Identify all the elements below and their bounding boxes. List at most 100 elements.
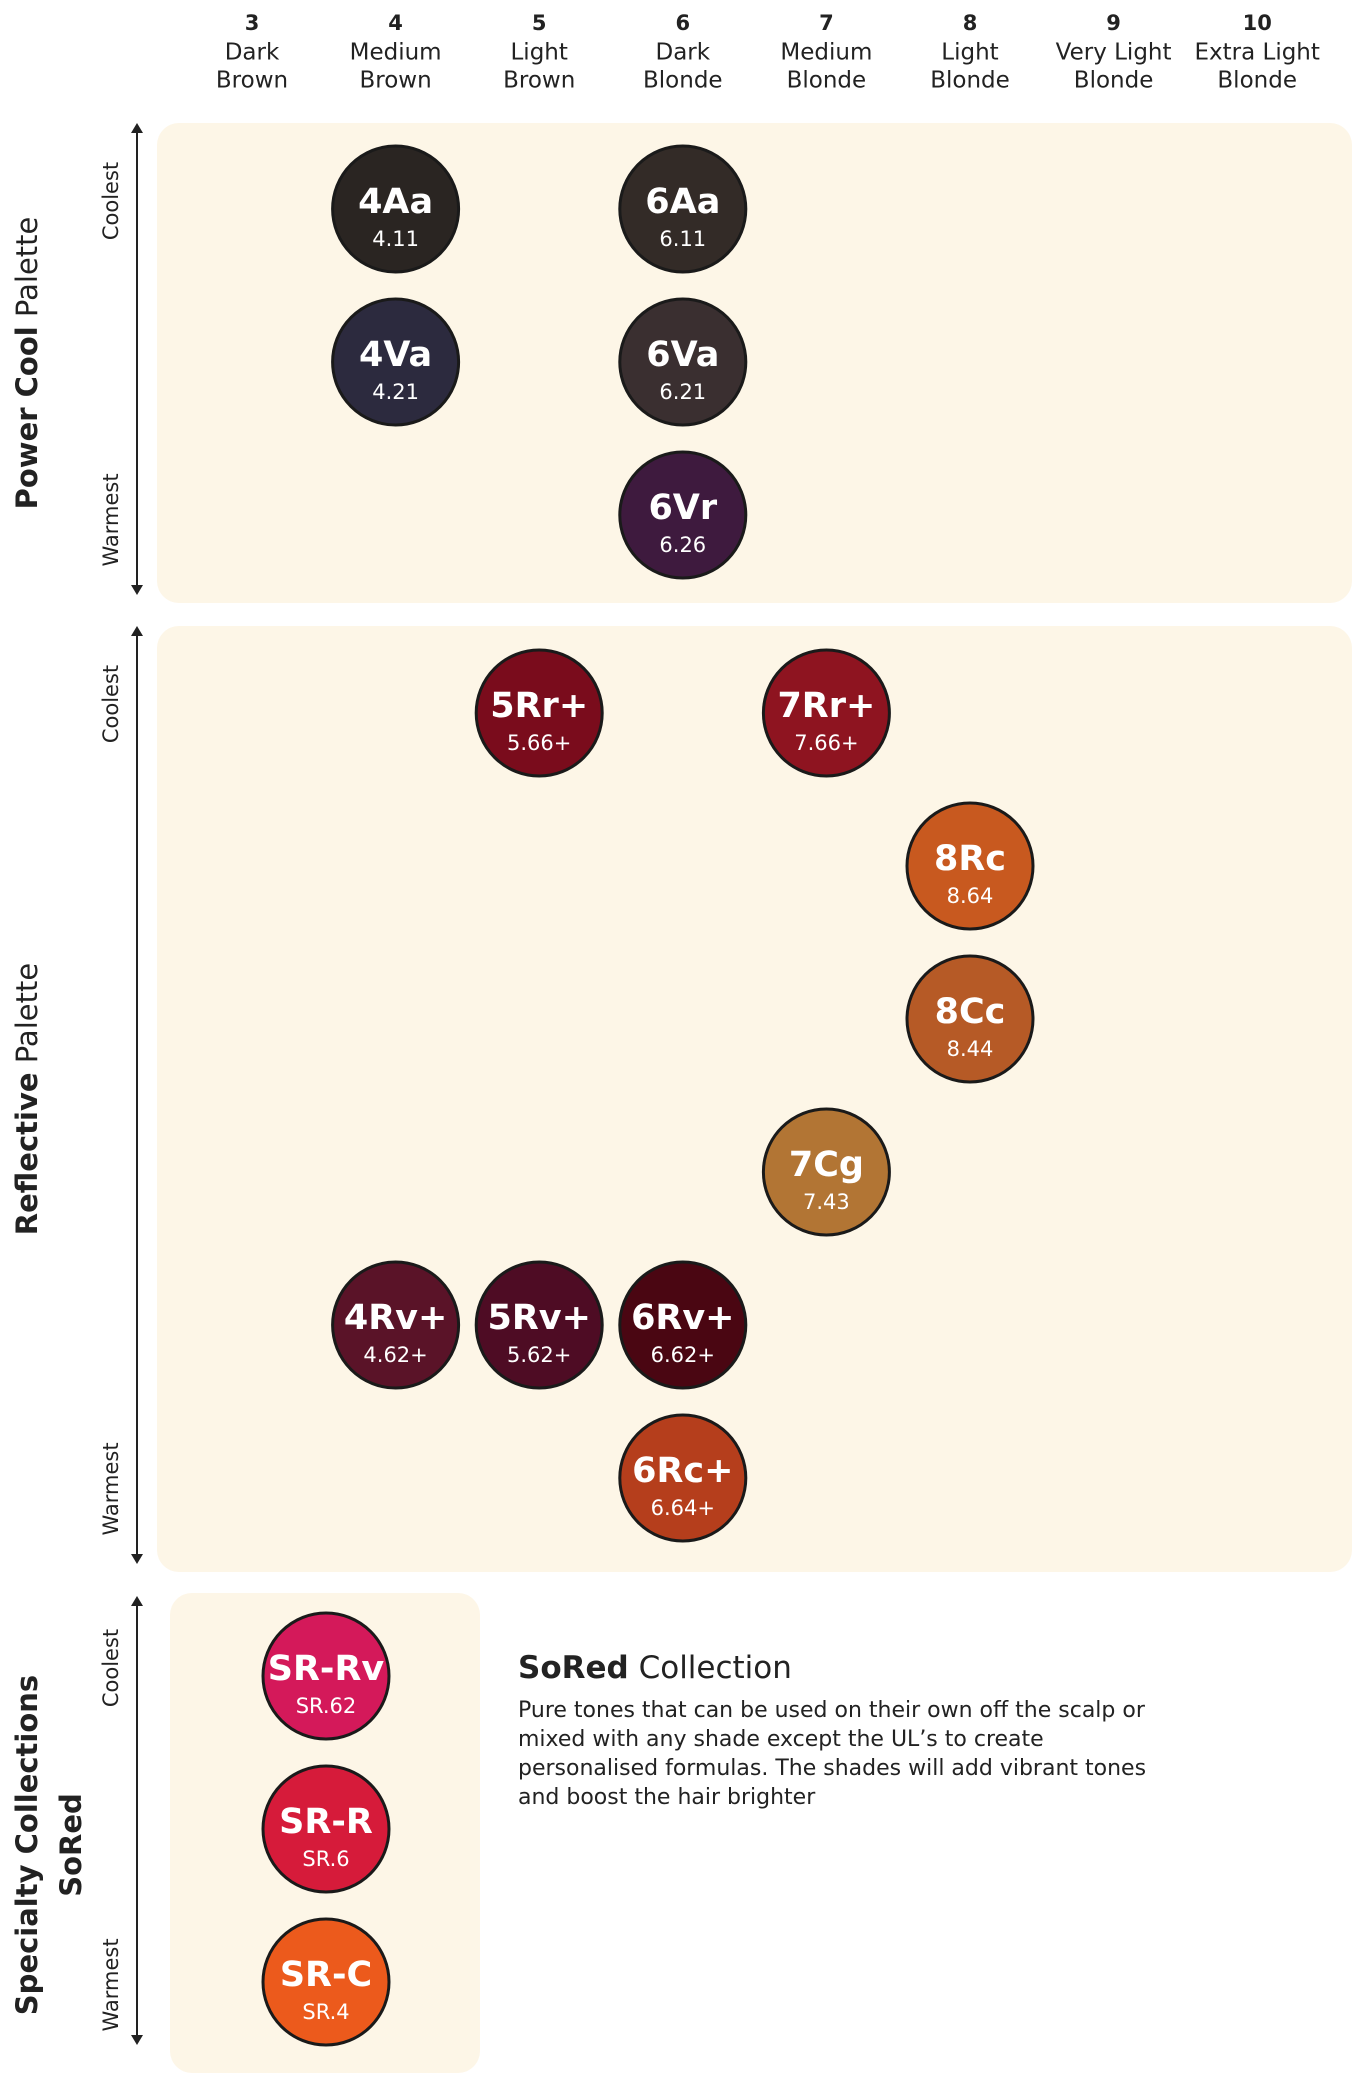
column-name: Extra Light: [1194, 40, 1319, 66]
description: SoRed Collection Pure tones that can be …: [518, 1650, 1148, 1812]
description-title-bold: SoRed: [518, 1650, 629, 1686]
bottom-label: Warmest: [99, 473, 123, 566]
swatch-circle: [474, 648, 604, 778]
column-name: Light: [941, 40, 998, 66]
swatch-number: 8.44: [947, 1037, 994, 1061]
arrow-head: [131, 1596, 143, 1606]
swatch-code: 5Rr+: [490, 686, 588, 726]
column-name: Blonde: [643, 68, 723, 94]
swatch-circle: [761, 648, 891, 778]
swatch: 8Rc 8.64: [905, 801, 1035, 931]
swatch-circle: [474, 1260, 604, 1390]
swatch-code: 4Aa: [358, 182, 433, 222]
swatch-circle: [618, 1413, 748, 1543]
swatch-number: SR.4: [302, 2000, 349, 2024]
description-text: Pure tones that can be used on their own…: [518, 1698, 1147, 1810]
swatch: SR-C SR.4: [261, 1917, 391, 2047]
swatch-number: 6.11: [659, 227, 706, 251]
swatch: SR-Rv SR.62: [261, 1611, 391, 1741]
swatch: 7Rr+ 7.66+: [761, 648, 891, 778]
swatch: 8Cc 8.44: [905, 954, 1035, 1084]
swatch: 6Rv+ 6.62+: [618, 1260, 748, 1390]
swatch: 4Aa 4.11: [331, 144, 461, 274]
column-number: 6: [675, 11, 690, 35]
swatch-number: 8.64: [947, 884, 994, 908]
column-name: Brown: [216, 68, 288, 94]
swatch-circle: [905, 954, 1035, 1084]
swatch: SR-R SR.6: [261, 1764, 391, 1894]
arrow-head: [131, 2035, 143, 2045]
swatch-code: SR-R: [279, 1802, 373, 1842]
column-number: 8: [963, 11, 978, 35]
swatch-circle: [331, 144, 461, 274]
swatch: 7Cg 7.43: [761, 1107, 891, 1237]
column-name: Blonde: [1217, 68, 1297, 94]
column-name: Blonde: [930, 68, 1010, 94]
arrow-head: [131, 585, 143, 595]
swatch-circle: [261, 1917, 391, 2047]
swatch: 4Rv+ 4.62+: [331, 1260, 461, 1390]
swatch-circle: [761, 1107, 891, 1237]
column-number: 4: [388, 11, 403, 35]
specialty-subtitle: SoRed: [54, 1793, 88, 1897]
column-name: Brown: [503, 68, 575, 94]
swatch-number: 6.64+: [651, 1496, 715, 1520]
swatch-code: 8Cc: [935, 992, 1006, 1032]
column-name: Dark: [225, 40, 280, 66]
swatch-code: 6Va: [646, 335, 719, 375]
section-title: Power Cool Palette: [10, 217, 44, 510]
swatch: 5Rr+ 5.66+: [474, 648, 604, 778]
swatch-number: 4.21: [372, 380, 419, 404]
swatch-number: 4.11: [372, 227, 419, 251]
swatch-code: 6Vr: [648, 488, 717, 528]
swatch-number: 5.66+: [507, 731, 571, 755]
column-name: Very Light: [1056, 40, 1172, 66]
panel: [157, 123, 1352, 603]
description-title-rest: Collection: [638, 1650, 792, 1686]
swatch-code: 6Rv+: [631, 1298, 734, 1338]
swatch-number: SR.6: [302, 1847, 349, 1871]
bottom-label: Warmest: [99, 1442, 123, 1535]
swatch-number: 6.62+: [651, 1343, 715, 1367]
section-title-bold: Reflective: [10, 1072, 44, 1235]
column-name: Blonde: [1074, 68, 1154, 94]
swatch-code: 6Aa: [645, 182, 720, 222]
column-number: 10: [1243, 11, 1272, 35]
swatch: 5Rv+ 5.62+: [474, 1260, 604, 1390]
swatch-code: 8Rc: [934, 839, 1006, 879]
swatch-code: SR-Rv: [268, 1649, 385, 1689]
swatch-code: 6Rc+: [632, 1451, 733, 1491]
swatch-code: 7Cg: [789, 1145, 864, 1185]
panel: [157, 626, 1352, 1572]
top-label: Coolest: [99, 1629, 123, 1707]
arrow-head: [131, 1554, 143, 1564]
swatch: 4Va 4.21: [331, 297, 461, 427]
column-name: Medium: [350, 40, 442, 66]
swatch-circle: [618, 144, 748, 274]
swatch-number: 6.21: [659, 380, 706, 404]
swatch-circle: [261, 1764, 391, 1894]
column-number: 5: [532, 11, 547, 35]
swatch-number: 7.66+: [794, 731, 858, 755]
swatch-code: 4Rv+: [344, 1298, 447, 1338]
swatch: 6Vr 6.26: [618, 450, 748, 580]
specialty-title: Specialty Collections: [10, 1675, 44, 2015]
section-title-rest: Palette: [10, 217, 44, 317]
swatch-number: 7.43: [803, 1190, 850, 1214]
swatch-circle: [905, 801, 1035, 931]
bottom-label: Warmest: [99, 1938, 123, 2031]
swatch-code: 5Rv+: [487, 1298, 590, 1338]
top-label: Coolest: [99, 665, 123, 743]
column-name: Light: [510, 40, 567, 66]
swatch-number: 5.62+: [507, 1343, 571, 1367]
top-label: Coolest: [99, 162, 123, 240]
column-name: Dark: [656, 40, 711, 66]
column-name: Blonde: [787, 68, 867, 94]
description-title: SoRed Collection: [518, 1650, 1148, 1686]
section-title-rest: Palette: [10, 963, 44, 1063]
arrow-head: [131, 123, 143, 133]
swatch-code: 4Va: [359, 335, 432, 375]
swatch-number: 6.26: [659, 533, 706, 557]
